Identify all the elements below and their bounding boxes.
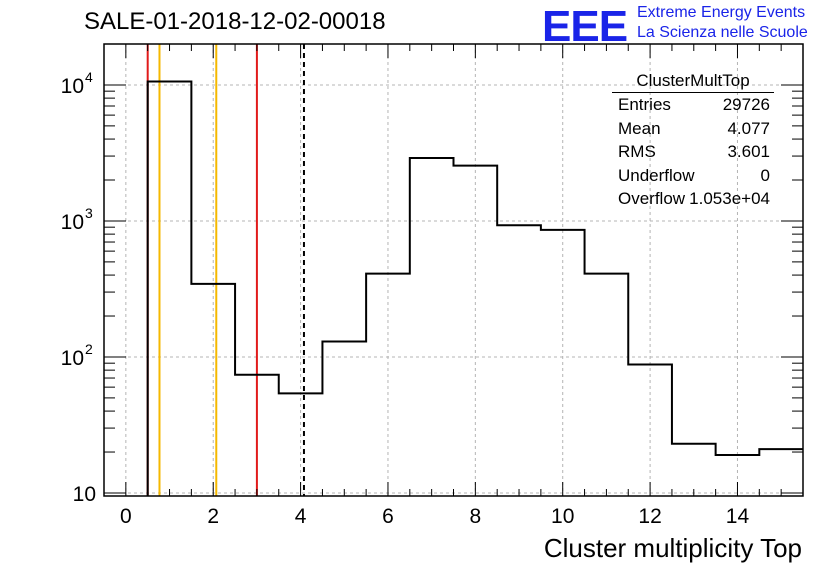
y-tick-exponent: 3 [85,205,93,221]
stats-row-rms: RMS 3.601 [612,140,774,164]
histogram-bin [235,375,279,496]
y-tick-base: 10 [61,75,84,98]
eee-logo: EEE [542,2,628,51]
histogram-title: SALE-01-2018-12-02-00018 [84,8,386,35]
stats-key: RMS [618,142,656,162]
histogram-bin [628,365,672,496]
x-axis-title: Cluster multiplicity Top [543,533,802,563]
x-tick-label: 4 [295,505,307,528]
histogram-bin [497,225,541,496]
y-tick-label: 10 2 [61,341,93,370]
y-tick-base: 10 [73,483,96,506]
logo-line-2: La Scienza nelle Scuole [637,24,808,41]
x-tick-label: 0 [120,505,132,528]
y-tick-base: 10 [61,211,84,234]
histogram-bin [585,274,629,496]
stats-row-overflow: Overflow 1.053e+04 [612,187,774,211]
x-tick-label: 12 [638,505,661,528]
stats-value: 29726 [722,95,770,114]
histogram-bin [148,82,192,496]
histogram-bin [322,341,366,496]
x-tick-label: 6 [382,505,394,528]
histogram-bin [672,444,716,496]
histogram-outline [146,80,803,496]
logo-line-1: Extreme Energy Events [637,4,806,21]
stats-row-mean: Mean 4.077 [612,117,774,141]
stats-key: Mean [618,118,661,138]
stats-title: ClusterMultTop [612,70,774,93]
histogram-bin [279,393,323,496]
stats-box: ClusterMultTop Entries 29726 Mean 4.077 … [612,70,774,211]
y-tick-label: 10 [73,483,96,506]
stats-value: 4.077 [727,118,770,138]
y-tick-exponent: 2 [85,341,93,357]
stats-key: Entries [618,95,671,114]
histogram-bin [454,166,498,496]
y-tick-label: 10 4 [61,69,93,98]
x-tick-label: 10 [551,505,574,528]
y-tick-label: 10 3 [61,205,93,234]
x-tick-label: 2 [207,505,219,528]
stats-value: 0 [760,165,770,185]
stats-row-entries: Entries 29726 [612,93,774,117]
histogram-bin [759,449,803,496]
stats-key: Underflow [618,165,695,185]
stats-key: Overflow [618,189,686,209]
histogram-series [146,80,803,496]
y-tick-base: 10 [61,347,84,370]
histogram-bin [191,284,235,496]
stats-row-underflow: Underflow 0 [612,164,774,188]
stats-value: 3.601 [727,142,770,162]
axis-ticks [104,43,803,496]
x-tick-label: 8 [470,505,482,528]
histogram-bin [541,230,585,496]
y-tick-exponent: 4 [85,69,93,85]
histogram-bin [366,274,410,496]
histogram-bin [410,158,454,496]
x-tick-label: 14 [726,505,750,528]
stats-value: 1.053e+04 [689,189,770,209]
